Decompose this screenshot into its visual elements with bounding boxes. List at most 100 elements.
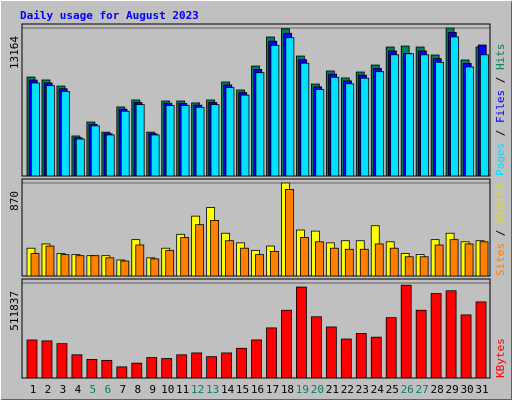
bar — [41, 340, 53, 379]
bar — [60, 254, 70, 277]
x-tick-label: 16 — [251, 383, 264, 396]
bar — [86, 359, 98, 379]
bar — [146, 357, 158, 379]
bar — [135, 244, 145, 277]
bar — [56, 343, 68, 379]
chart-title: Daily usage for August 2023 — [20, 9, 199, 22]
x-tick-label: 6 — [105, 383, 112, 396]
bar — [415, 309, 427, 379]
bar — [210, 104, 220, 177]
bar — [314, 241, 324, 277]
y-tick-label: 870 — [8, 191, 21, 211]
bar — [385, 317, 397, 379]
x-tick-label: 25 — [386, 383, 399, 396]
bar — [131, 362, 143, 379]
bar — [329, 247, 339, 277]
bar — [240, 94, 250, 177]
x-tick-label: 26 — [401, 383, 414, 396]
x-tick-label: 10 — [161, 383, 174, 396]
x-tick-label: 22 — [341, 383, 354, 396]
bar — [161, 358, 173, 379]
bar — [465, 66, 474, 177]
bar — [479, 241, 489, 277]
bar — [344, 248, 354, 277]
legend-entry: Pages — [494, 143, 507, 176]
legend-entry: Hits — [494, 44, 507, 71]
legend-separator: / — [494, 123, 507, 143]
bar — [445, 290, 457, 379]
bar — [206, 356, 218, 379]
bar — [345, 83, 355, 177]
bar — [176, 354, 188, 379]
bar — [180, 105, 190, 177]
bar — [285, 37, 295, 177]
x-tick-label: 4 — [75, 383, 82, 396]
bar — [360, 77, 370, 177]
bar — [225, 240, 234, 277]
legend: Pages / Files / Hits — [494, 44, 507, 177]
x-tick-label: 12 — [191, 383, 204, 396]
x-tick-label: 3 — [60, 383, 67, 396]
bar — [180, 237, 190, 277]
x-tick-label: 11 — [176, 383, 189, 396]
bar — [240, 247, 249, 277]
bar — [355, 333, 367, 379]
bar — [404, 256, 414, 277]
bar — [270, 251, 279, 277]
bar — [480, 54, 489, 177]
legend: KBytes — [494, 338, 507, 378]
bar — [45, 85, 55, 177]
bar — [195, 106, 205, 177]
bar — [251, 339, 262, 379]
bar — [300, 237, 309, 277]
bar — [389, 247, 399, 277]
legend-entry: Files — [494, 90, 507, 123]
bar — [475, 301, 487, 379]
x-tick-label: 1 — [30, 383, 37, 396]
bar — [45, 245, 55, 277]
bar — [464, 243, 474, 277]
x-tick-label: 23 — [356, 383, 369, 396]
bar — [340, 338, 352, 379]
bar — [120, 260, 130, 277]
bar — [71, 354, 83, 379]
bar — [120, 110, 130, 177]
x-tick-label: 15 — [236, 383, 249, 396]
x-tick-label: 5 — [90, 383, 97, 396]
bar — [165, 249, 175, 277]
bar — [30, 82, 40, 177]
bar — [281, 309, 292, 379]
x-tick-label: 13 — [206, 383, 219, 396]
legend-entry: KBytes — [494, 338, 507, 378]
bar — [225, 87, 235, 177]
bar — [191, 352, 203, 379]
bar — [150, 134, 160, 177]
x-tick-label: 18 — [281, 383, 294, 396]
bar — [75, 255, 85, 277]
bar — [434, 244, 444, 277]
x-tick-label: 20 — [311, 383, 324, 396]
x-tick-label: 9 — [149, 383, 156, 396]
bar — [105, 134, 115, 177]
bar — [266, 327, 277, 379]
x-tick-label: 24 — [371, 383, 385, 396]
bar — [300, 62, 310, 177]
bar — [26, 339, 38, 379]
bar — [370, 336, 382, 379]
bar — [400, 284, 412, 379]
bar — [420, 54, 429, 177]
bar — [30, 253, 40, 277]
x-tick-label: 8 — [134, 383, 141, 396]
x-tick-label: 19 — [296, 383, 309, 396]
bar — [236, 347, 247, 379]
bar — [270, 44, 280, 177]
bar — [359, 248, 369, 277]
bar — [419, 256, 429, 277]
bar — [195, 224, 205, 277]
legend-separator: / — [494, 70, 507, 90]
bar — [255, 72, 265, 177]
x-tick-label: 29 — [445, 383, 458, 396]
bar — [330, 76, 340, 177]
legend-separator: / — [494, 223, 507, 243]
